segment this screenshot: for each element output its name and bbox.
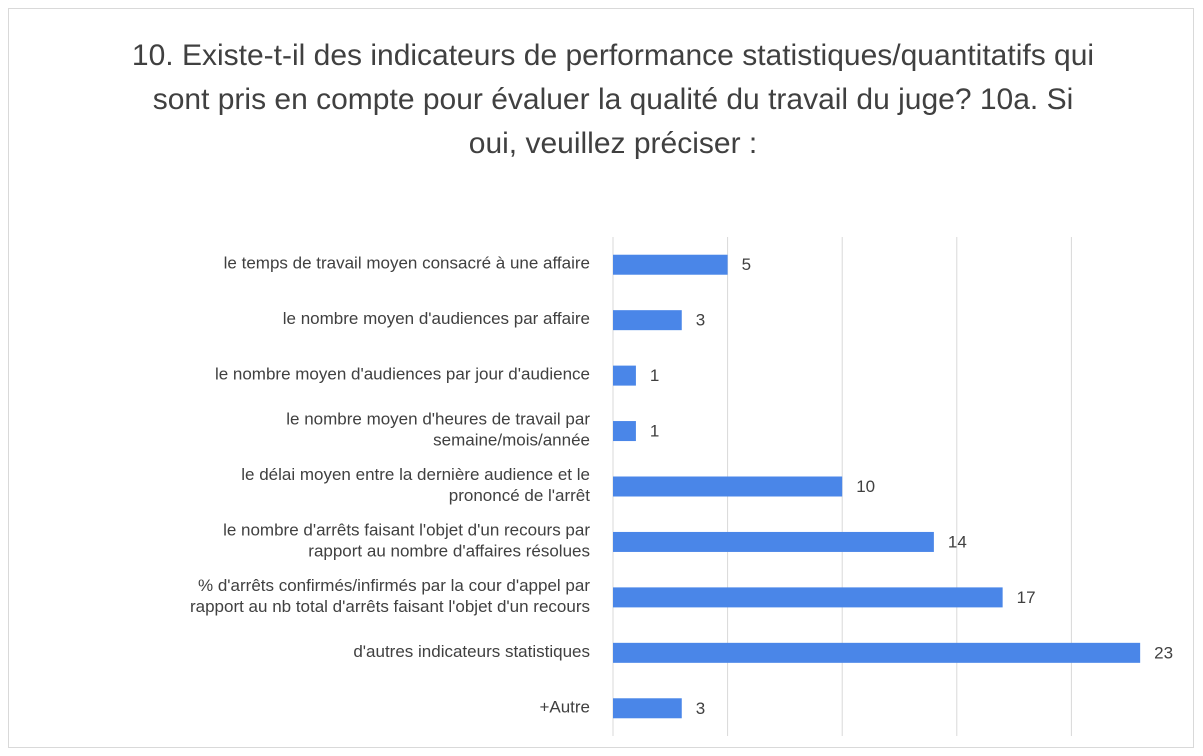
label-line: le nombre d'arrêts faisant l'objet d'un …: [223, 521, 590, 540]
label-line: le nombre moyen d'audiences par affaire: [283, 310, 590, 329]
label-line: d'autres indicateurs statistiques: [353, 642, 590, 661]
data-label: 23: [1154, 643, 1173, 662]
label-line: +Autre: [539, 698, 590, 717]
chart-title: 10. Existe-t-il des indicateurs de perfo…: [131, 39, 1095, 160]
bar: [613, 476, 843, 497]
data-label: 10: [856, 477, 875, 496]
y-tick-label: le nombre moyen d'audiences par affaire: [283, 310, 590, 329]
y-tick-label: le nombre moyen d'heures de travail par s…: [286, 410, 590, 450]
label-line: le nombre moyen d'heures de travail par: [286, 410, 590, 429]
bar: [613, 310, 682, 331]
label-line: rapport au nb total d'arrêts faisant l'o…: [190, 597, 590, 616]
bar: [613, 587, 1003, 608]
label-line: rapport au nombre d'affaires résolues: [308, 542, 590, 561]
y-tick-label: le délai moyen entre la dernière audienc…: [241, 465, 590, 505]
data-label: 1: [650, 422, 659, 441]
label-line: le temps de travail moyen consacré à une…: [224, 254, 590, 273]
bar: [613, 642, 1141, 663]
bar: [613, 698, 682, 719]
bar: [613, 365, 636, 386]
label-line: % d'arrêts confirmés/infirmés par la cou…: [198, 576, 590, 595]
label-line: semaine/mois/année: [433, 431, 590, 450]
bar: [613, 254, 728, 275]
y-tick-label: le nombre moyen d'audiences par jour d'a…: [215, 365, 590, 384]
bar: [613, 531, 934, 552]
label-line: le nombre moyen d'audiences par jour d'a…: [215, 365, 590, 384]
data-label: 1: [650, 366, 659, 385]
y-tick-label: le nombre d'arrêts faisant l'objet d'un …: [223, 521, 590, 561]
data-label: 14: [948, 532, 967, 551]
y-tick-label: d'autres indicateurs statistiques: [353, 642, 590, 661]
bar: [613, 421, 636, 442]
label-line: le délai moyen entre la dernière audienc…: [241, 465, 590, 484]
data-label: 3: [696, 311, 705, 330]
data-label: 3: [696, 699, 705, 718]
y-tick-label: % d'arrêts confirmés/infirmés par la cou…: [190, 576, 590, 616]
data-label: 5: [742, 255, 751, 274]
chart-frame: [8, 8, 1194, 748]
y-tick-label: le temps de travail moyen consacré à une…: [224, 254, 590, 273]
label-line: prononcé de l'arrêt: [449, 486, 590, 505]
data-label: 17: [1017, 588, 1036, 607]
y-tick-label: +Autre: [539, 698, 590, 717]
